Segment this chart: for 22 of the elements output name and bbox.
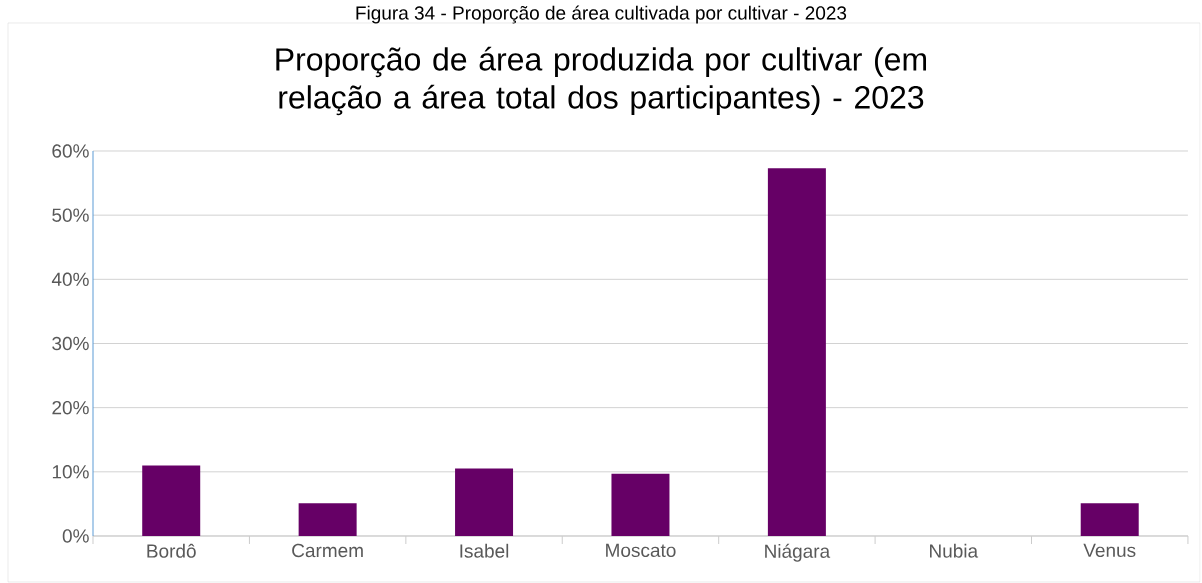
x-tick-label: Nubia [930,543,979,558]
y-tick-label: 10% [52,465,89,479]
x-tick-label: Isabel [460,543,509,558]
y-tick-label: 20% [52,400,89,415]
x-tick-label: Bordô [147,543,196,558]
bar [1080,503,1139,536]
x-tick-label: Moscato [606,543,676,558]
y-tick-label: 40% [51,272,89,287]
bar [767,168,826,536]
x-tick-label: Carmem [292,543,363,558]
bar [142,465,201,536]
bar [611,473,670,536]
y-tick-label: 50% [52,208,89,222]
y-tick-label: 0% [62,529,89,543]
text: Figura 34 - Proporção de área cultivada por cultivar - 2023 [356,5,847,24]
x-tick-label: Niágara [765,543,831,562]
bar [455,468,514,536]
y-tick-label: 60% [52,144,89,158]
y-tick-label: 30% [52,336,89,351]
bar [298,503,357,536]
chart-title: Proporção de área produzida por cultivar (em relação a área total dos participantes) - 2023 [276,46,927,116]
x-tick-label: Venus [1083,543,1136,558]
